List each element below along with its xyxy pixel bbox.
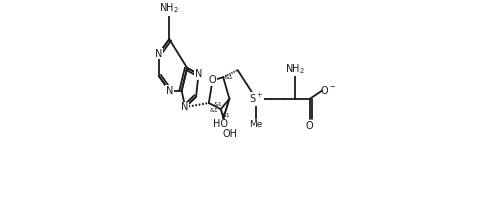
- Text: N: N: [195, 69, 202, 79]
- Text: N: N: [166, 86, 173, 96]
- Text: Me: Me: [250, 120, 263, 129]
- Text: OH: OH: [222, 130, 238, 140]
- Text: S$^+$: S$^+$: [249, 92, 264, 105]
- Text: O: O: [208, 75, 216, 85]
- Text: &1: &1: [214, 102, 222, 107]
- Text: &1: &1: [222, 113, 230, 118]
- Text: O$^-$: O$^-$: [320, 84, 336, 96]
- Text: HO: HO: [212, 119, 228, 129]
- Text: O: O: [306, 121, 314, 131]
- Text: &1: &1: [210, 108, 218, 113]
- Text: N: N: [182, 102, 189, 112]
- Text: NH$_2$: NH$_2$: [286, 62, 305, 76]
- Text: N: N: [156, 49, 162, 59]
- Text: &1: &1: [224, 75, 233, 80]
- Text: NH$_2$: NH$_2$: [160, 1, 179, 15]
